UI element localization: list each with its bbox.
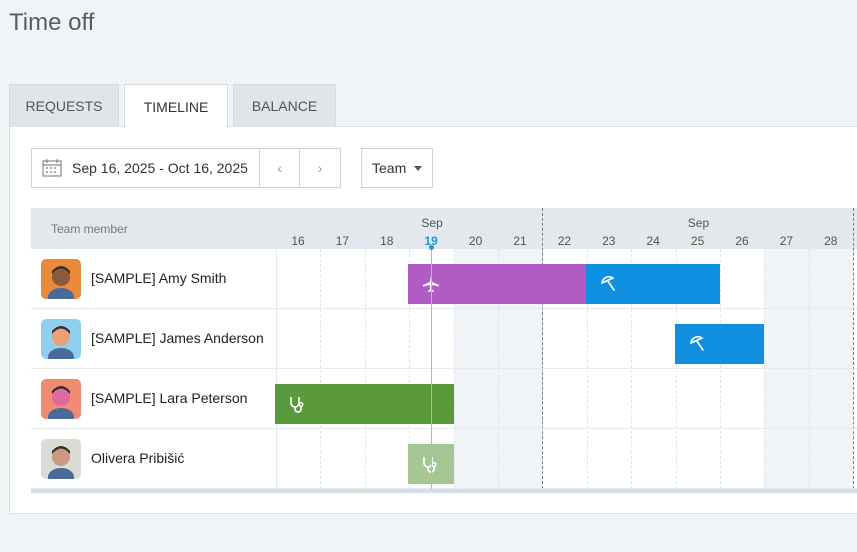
airplane-icon: [423, 276, 440, 292]
today-marker-dot: [429, 245, 435, 250]
date-range-text: Sep 16, 2025 - Oct 16, 2025: [72, 160, 248, 176]
timeline-scrollbar[interactable]: [31, 489, 857, 493]
avatar: [41, 319, 81, 359]
today-marker-line: [431, 249, 433, 489]
page-title: Time off: [9, 9, 95, 36]
column-divider: [276, 208, 277, 492]
absence-bar-sick[interactable]: [275, 384, 454, 424]
day-label: 23: [602, 234, 616, 248]
tab-bar: REQUESTS TIMELINE BALANCE: [9, 84, 341, 128]
week-separator: [542, 208, 544, 489]
member-row: [SAMPLE] Amy Smith: [31, 249, 857, 309]
team-member-header: Team member: [51, 222, 128, 236]
avatar-illustration: [41, 439, 81, 479]
day-gridline: [764, 249, 766, 489]
calendar-icon: [42, 159, 62, 177]
tab-timeline[interactable]: TIMELINE: [124, 84, 228, 128]
avatar-illustration: [41, 319, 81, 359]
day-label: 25: [690, 234, 705, 248]
day-gridline: [720, 249, 721, 489]
absence-bar-vacation[interactable]: [585, 264, 720, 304]
member-name[interactable]: [SAMPLE] Lara Peterson: [91, 390, 248, 406]
timeline-header: Team member: [31, 208, 857, 249]
timeline-grid: Team member Sep Sep 16 17 18 19 20 21 22 23 24 25 26…: [31, 208, 857, 493]
day-label: 26: [735, 234, 749, 248]
umbrella-icon: [600, 275, 615, 291]
today-day-label: 19: [424, 234, 438, 248]
umbrella-icon: [689, 335, 704, 351]
day-label: 16: [291, 234, 305, 248]
day-label: 27: [779, 234, 794, 248]
week-separator: [853, 208, 855, 489]
day-gridline: [320, 249, 322, 489]
absence-bar-vacation[interactable]: [674, 324, 765, 364]
day-gridline: [586, 249, 588, 489]
avatar: [41, 259, 81, 299]
day-gridline: [364, 249, 366, 489]
timeline-panel: Sep 16, 2025 - Oct 16, 2025 ‹ › Team Tea…: [9, 126, 857, 514]
team-filter-label: Team: [372, 160, 407, 176]
caret-down-icon: [414, 165, 423, 171]
avatar: [41, 439, 81, 479]
member-row: Olivera Pribišić: [31, 429, 857, 489]
day-label: 24: [646, 234, 660, 248]
tab-balance[interactable]: BALANCE: [233, 84, 336, 127]
day-label: 18: [380, 234, 394, 248]
day-gridline: [498, 249, 499, 489]
month-label: Sep: [687, 216, 710, 230]
member-name[interactable]: Olivera Pribišić: [91, 450, 185, 466]
member-row: [SAMPLE] James Anderson: [31, 309, 857, 369]
day-label: 21: [513, 234, 527, 248]
day-label: 20: [468, 234, 483, 248]
avatar-illustration: [41, 259, 81, 299]
month-label: Sep: [421, 216, 443, 230]
day-gridline: [631, 249, 633, 489]
day-label: 17: [335, 234, 350, 248]
absence-bar-sick[interactable]: [408, 444, 454, 484]
date-range-field[interactable]: Sep 16, 2025 - Oct 16, 2025: [32, 149, 261, 187]
member-row: [SAMPLE] Lara Peterson: [31, 369, 857, 429]
day-gridline: [453, 249, 455, 489]
team-filter-dropdown[interactable]: Team: [361, 148, 433, 188]
day-gridline: [409, 249, 411, 489]
day-label: 28: [824, 234, 838, 248]
day-gridline: [675, 249, 677, 489]
member-name[interactable]: [SAMPLE] James Anderson: [91, 330, 264, 346]
next-range-button[interactable]: ›: [317, 160, 323, 176]
prev-range-button[interactable]: ‹: [260, 149, 301, 187]
avatar: [41, 379, 81, 419]
absence-bar-travel[interactable]: [408, 264, 587, 304]
avatar-illustration: [41, 379, 81, 419]
stethoscope-icon: [423, 457, 437, 473]
member-name[interactable]: [SAMPLE] Amy Smith: [91, 270, 227, 286]
date-range-picker: Sep 16, 2025 - Oct 16, 2025 ‹ ›: [31, 148, 341, 188]
day-gridline: [808, 249, 810, 489]
day-label: 22: [557, 234, 572, 248]
stethoscope-icon: [290, 397, 304, 413]
tab-requests[interactable]: REQUESTS: [9, 84, 119, 127]
